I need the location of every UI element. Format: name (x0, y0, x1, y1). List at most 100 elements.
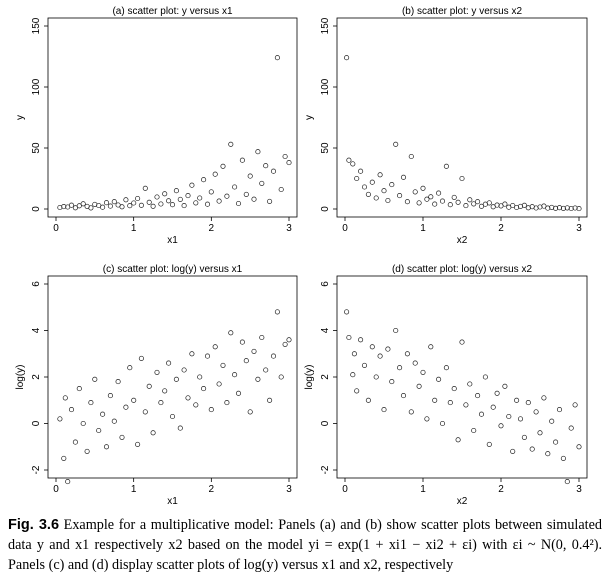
data-point-d (377, 353, 383, 359)
data-point-b (564, 205, 570, 211)
y-tick-label-a: 150 (31, 17, 42, 34)
data-point-b (365, 191, 371, 197)
data-point-d (475, 393, 481, 399)
data-point-a (166, 198, 172, 204)
data-point-c (228, 330, 234, 336)
data-point-c (270, 353, 277, 359)
data-point-b (404, 199, 410, 205)
data-point-d (389, 379, 395, 385)
y-tick-label-d: 4 (320, 327, 331, 333)
data-point-c (96, 427, 102, 434)
data-point-d (439, 420, 446, 427)
data-point-b (354, 175, 360, 182)
data-point-d (346, 334, 352, 341)
data-point-b (467, 197, 473, 203)
data-point-b (447, 202, 453, 208)
data-point-c (68, 407, 75, 413)
data-point-b (385, 197, 391, 204)
x-tick-label-d: 2 (498, 484, 504, 495)
data-point-d (467, 381, 473, 387)
data-point-b (556, 205, 563, 211)
data-point-d (432, 397, 438, 403)
data-point-a (107, 203, 113, 209)
data-point-c (239, 339, 245, 345)
panel-title-b: (b) scatter plot: y versus x2 (402, 6, 522, 17)
data-point-c (138, 355, 144, 361)
panel-b: (b) scatter plot: y versus x2 0 1 2 3 0 50 100 1… (304, 6, 588, 246)
x-tick-label-b: 3 (576, 223, 582, 234)
data-point-d (564, 479, 570, 485)
data-point-d (420, 369, 426, 375)
data-point-b (541, 203, 547, 209)
data-point-a (138, 202, 144, 208)
data-point-b (346, 157, 352, 163)
data-point-c (247, 409, 253, 415)
data-point-d (568, 425, 574, 431)
data-point-b (412, 189, 418, 195)
y-tick-label-d: 6 (320, 281, 331, 287)
data-point-b (397, 193, 403, 199)
x-tick-label-d: 3 (576, 484, 582, 495)
plot-frame-c (47, 275, 298, 479)
data-point-c (103, 444, 110, 450)
figure-label: Fig. 3.6 (8, 517, 60, 533)
data-point-a (251, 196, 257, 202)
data-point-a (57, 204, 63, 211)
data-point-a (100, 204, 106, 210)
data-point-b (350, 161, 356, 167)
y-axis-label-c: log(y) (15, 364, 26, 389)
figure-panels: (a) scatter plot: y versus x10 1 2 30501001… (15, 6, 588, 505)
data-point-b (572, 205, 578, 211)
data-point-d (428, 344, 434, 350)
y-tick-label-c: 0 (31, 420, 42, 426)
data-point-d (533, 409, 539, 415)
data-point-a (127, 203, 133, 209)
data-point-b (510, 202, 516, 209)
data-point-d (451, 386, 457, 392)
data-point-c (111, 418, 117, 424)
data-point-a (201, 177, 207, 183)
data-point-c (80, 420, 86, 427)
data-point-a (189, 182, 195, 188)
data-point-d (424, 416, 430, 422)
data-point-b (478, 203, 485, 209)
data-point-b (428, 194, 434, 200)
data-point-a (131, 200, 137, 206)
data-point-c (162, 388, 168, 394)
data-point-c (166, 360, 172, 366)
data-point-c (208, 407, 214, 413)
data-point-a (135, 195, 141, 202)
data-point-c (185, 395, 191, 401)
data-point-b (377, 172, 383, 178)
y-tick-label-c: 4 (31, 327, 42, 333)
data-point-d (344, 309, 350, 315)
data-point-a (111, 199, 117, 205)
data-point-d (560, 455, 566, 461)
data-point-c (115, 379, 121, 385)
data-point-b (471, 201, 477, 207)
data-point-d (381, 407, 387, 413)
data-point-c (65, 479, 71, 485)
data-point-c (61, 455, 67, 461)
data-point-d (400, 393, 407, 399)
data-point-a (259, 180, 265, 186)
data-point-a (204, 201, 211, 207)
data-point-c (131, 397, 137, 403)
data-point-b (393, 141, 399, 147)
data-point-d (541, 395, 547, 401)
data-point-b (432, 201, 438, 207)
data-point-d (412, 360, 418, 366)
data-point-d (463, 402, 469, 408)
data-point-c (107, 393, 113, 399)
data-point-c (193, 402, 199, 408)
data-point-d (517, 416, 524, 422)
y-tick-label-d: 0 (320, 420, 331, 426)
data-point-a (181, 203, 187, 209)
data-point-d (576, 444, 582, 450)
y-tick-label-b: 0 (320, 206, 331, 212)
data-point-a (80, 201, 86, 207)
data-point-a (216, 198, 222, 204)
data-point-b (568, 205, 574, 212)
y-tick-label-b: 50 (320, 142, 331, 154)
x-axis-label-c: x1 (167, 496, 178, 505)
